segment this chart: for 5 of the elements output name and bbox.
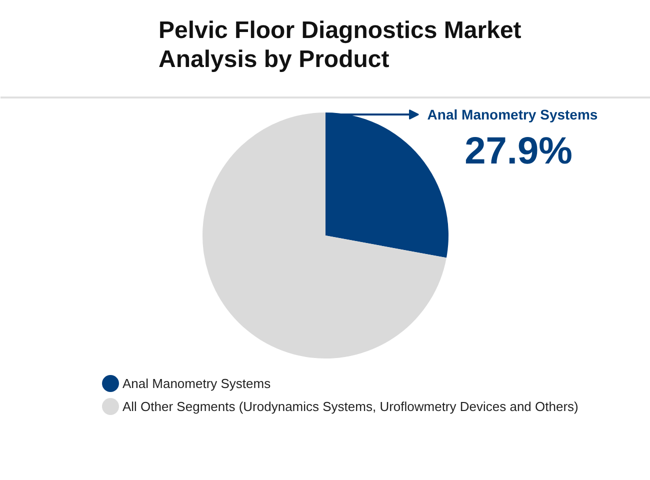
- chart-title: Pelvic Floor Diagnostics Market Analysis by Product: [158, 17, 522, 73]
- data-label: 27.9%: [464, 130, 572, 172]
- legend-label: Anal Manometry Systems: [427, 106, 598, 122]
- legend-label: All Other Segments (Urodynamics Systems, Uroflowmetry Devices and Others): [122, 399, 578, 414]
- category-label: Anal Manometry Systems: [122, 376, 271, 391]
